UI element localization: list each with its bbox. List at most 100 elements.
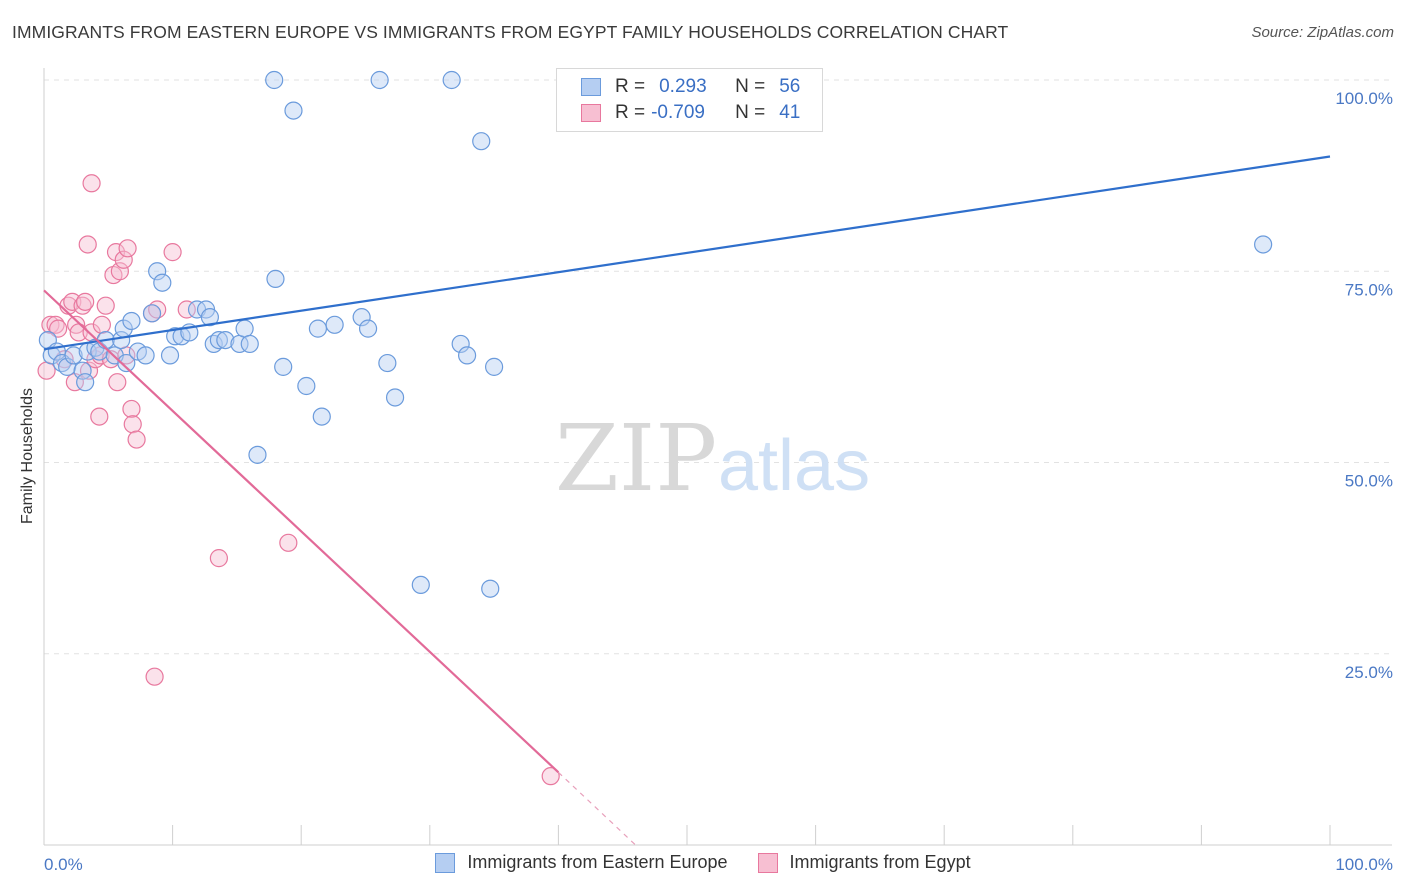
data-point — [37, 361, 56, 380]
data-point — [352, 308, 371, 327]
watermark: ZIP atlas — [555, 405, 870, 512]
data-point — [266, 269, 285, 288]
data-point — [209, 549, 228, 568]
data-point — [90, 407, 109, 426]
data-point — [378, 353, 397, 373]
data-point — [110, 262, 129, 281]
data-point — [82, 174, 101, 193]
data-point — [442, 70, 461, 90]
data-point — [481, 579, 500, 598]
data-point — [78, 235, 97, 254]
data-point — [308, 319, 328, 338]
tick-labels: 25.0% 50.0% 75.0% 100.0% 0.0% 100.0% — [44, 89, 1393, 874]
data-point — [279, 533, 298, 552]
data-point — [209, 331, 228, 350]
axes — [43, 68, 1392, 846]
trend-line-extension — [557, 771, 636, 846]
data-point — [472, 132, 491, 151]
data-point — [127, 430, 146, 449]
data-point — [485, 357, 504, 376]
data-point — [73, 361, 92, 380]
legend-swatch-pink — [757, 852, 778, 873]
legend-swatch-blue — [435, 852, 456, 873]
data-point — [235, 319, 254, 338]
data-point — [248, 445, 267, 464]
legend-r-label: R = — [615, 76, 646, 97]
data-point — [148, 262, 167, 281]
data-point — [1254, 235, 1273, 254]
data-point — [117, 353, 136, 373]
y-tick-label: 50.0% — [1345, 472, 1393, 491]
trend-lines — [43, 155, 1331, 846]
legend-swatch-blue — [581, 78, 601, 96]
data-point — [153, 273, 172, 292]
data-point — [122, 311, 141, 331]
data-point — [312, 407, 331, 426]
trend-line — [43, 155, 1331, 351]
data-point — [451, 334, 470, 354]
data-point — [325, 315, 344, 334]
data-point — [79, 361, 99, 380]
data-point — [385, 388, 405, 407]
svg-text:ZIP: ZIP — [555, 405, 717, 512]
legend-swatch-pink — [581, 104, 601, 122]
chart-title: IMMIGRANTS FROM EASTERN EUROPE VS IMMIGR… — [12, 22, 1009, 42]
legend-row-egypt: R = -0.709 N = 41 — [581, 101, 800, 125]
legend-n-value: 41 — [779, 102, 801, 123]
legend-r-value: 0.293 — [659, 76, 707, 97]
series-eastern-europe-points — [38, 70, 1273, 598]
legend-r-label: R = — [615, 102, 646, 123]
x-tick-label: 0.0% — [44, 855, 83, 874]
legend-item-eastern-europe: Immigrants from Eastern Europe — [435, 852, 728, 873]
data-point — [76, 292, 95, 311]
legend-label-egypt: Immigrants from Egypt — [789, 852, 971, 872]
legend-r-value: -0.709 — [651, 102, 705, 123]
series-egypt-points — [37, 174, 560, 786]
data-point — [265, 70, 284, 90]
legend-item-egypt: Immigrants from Egypt — [757, 852, 971, 873]
legend-row-eastern-europe: R = 0.293 N = 56 — [581, 75, 800, 99]
y-tick-label: 25.0% — [1345, 663, 1393, 682]
data-point — [216, 331, 235, 350]
data-point — [108, 373, 127, 392]
data-point — [358, 319, 378, 338]
correlation-legend: R = 0.293 N = 56 R = -0.709 N = 41 — [556, 68, 823, 132]
data-point — [122, 399, 141, 419]
x-tick-label: 100.0% — [1335, 855, 1393, 874]
data-point — [64, 346, 83, 365]
data-point — [163, 243, 182, 262]
data-point — [297, 376, 316, 396]
data-point — [160, 346, 180, 365]
data-point — [63, 292, 82, 311]
data-point — [541, 767, 560, 786]
legend-n-label: N = — [735, 102, 766, 123]
y-tick-label: 75.0% — [1345, 280, 1393, 299]
data-point — [200, 308, 219, 327]
data-point — [92, 315, 111, 334]
data-point — [123, 415, 142, 434]
legend-n-value: 56 — [779, 76, 801, 97]
y-tick-label: 100.0% — [1335, 89, 1393, 108]
data-point — [145, 667, 164, 686]
legend-n-label: N = — [735, 76, 766, 97]
svg-text:atlas: atlas — [718, 426, 870, 506]
data-point — [76, 373, 95, 392]
grid-lines — [44, 79, 1392, 655]
data-point — [82, 323, 101, 342]
data-point — [114, 250, 133, 269]
data-point — [370, 70, 389, 90]
data-point — [177, 300, 196, 319]
data-point — [240, 334, 259, 354]
trend-line — [43, 289, 560, 774]
data-point — [274, 357, 293, 376]
data-point — [166, 327, 185, 346]
data-point — [457, 346, 477, 365]
data-point — [106, 243, 126, 262]
data-point — [411, 575, 430, 595]
legend-label-eastern-europe: Immigrants from Eastern Europe — [467, 852, 728, 872]
chart-source: Source: ZipAtlas.com — [1251, 24, 1394, 41]
data-point — [284, 101, 303, 120]
series-legend: Immigrants from Eastern Europe Immigrant… — [0, 852, 1406, 873]
data-point — [118, 239, 137, 258]
